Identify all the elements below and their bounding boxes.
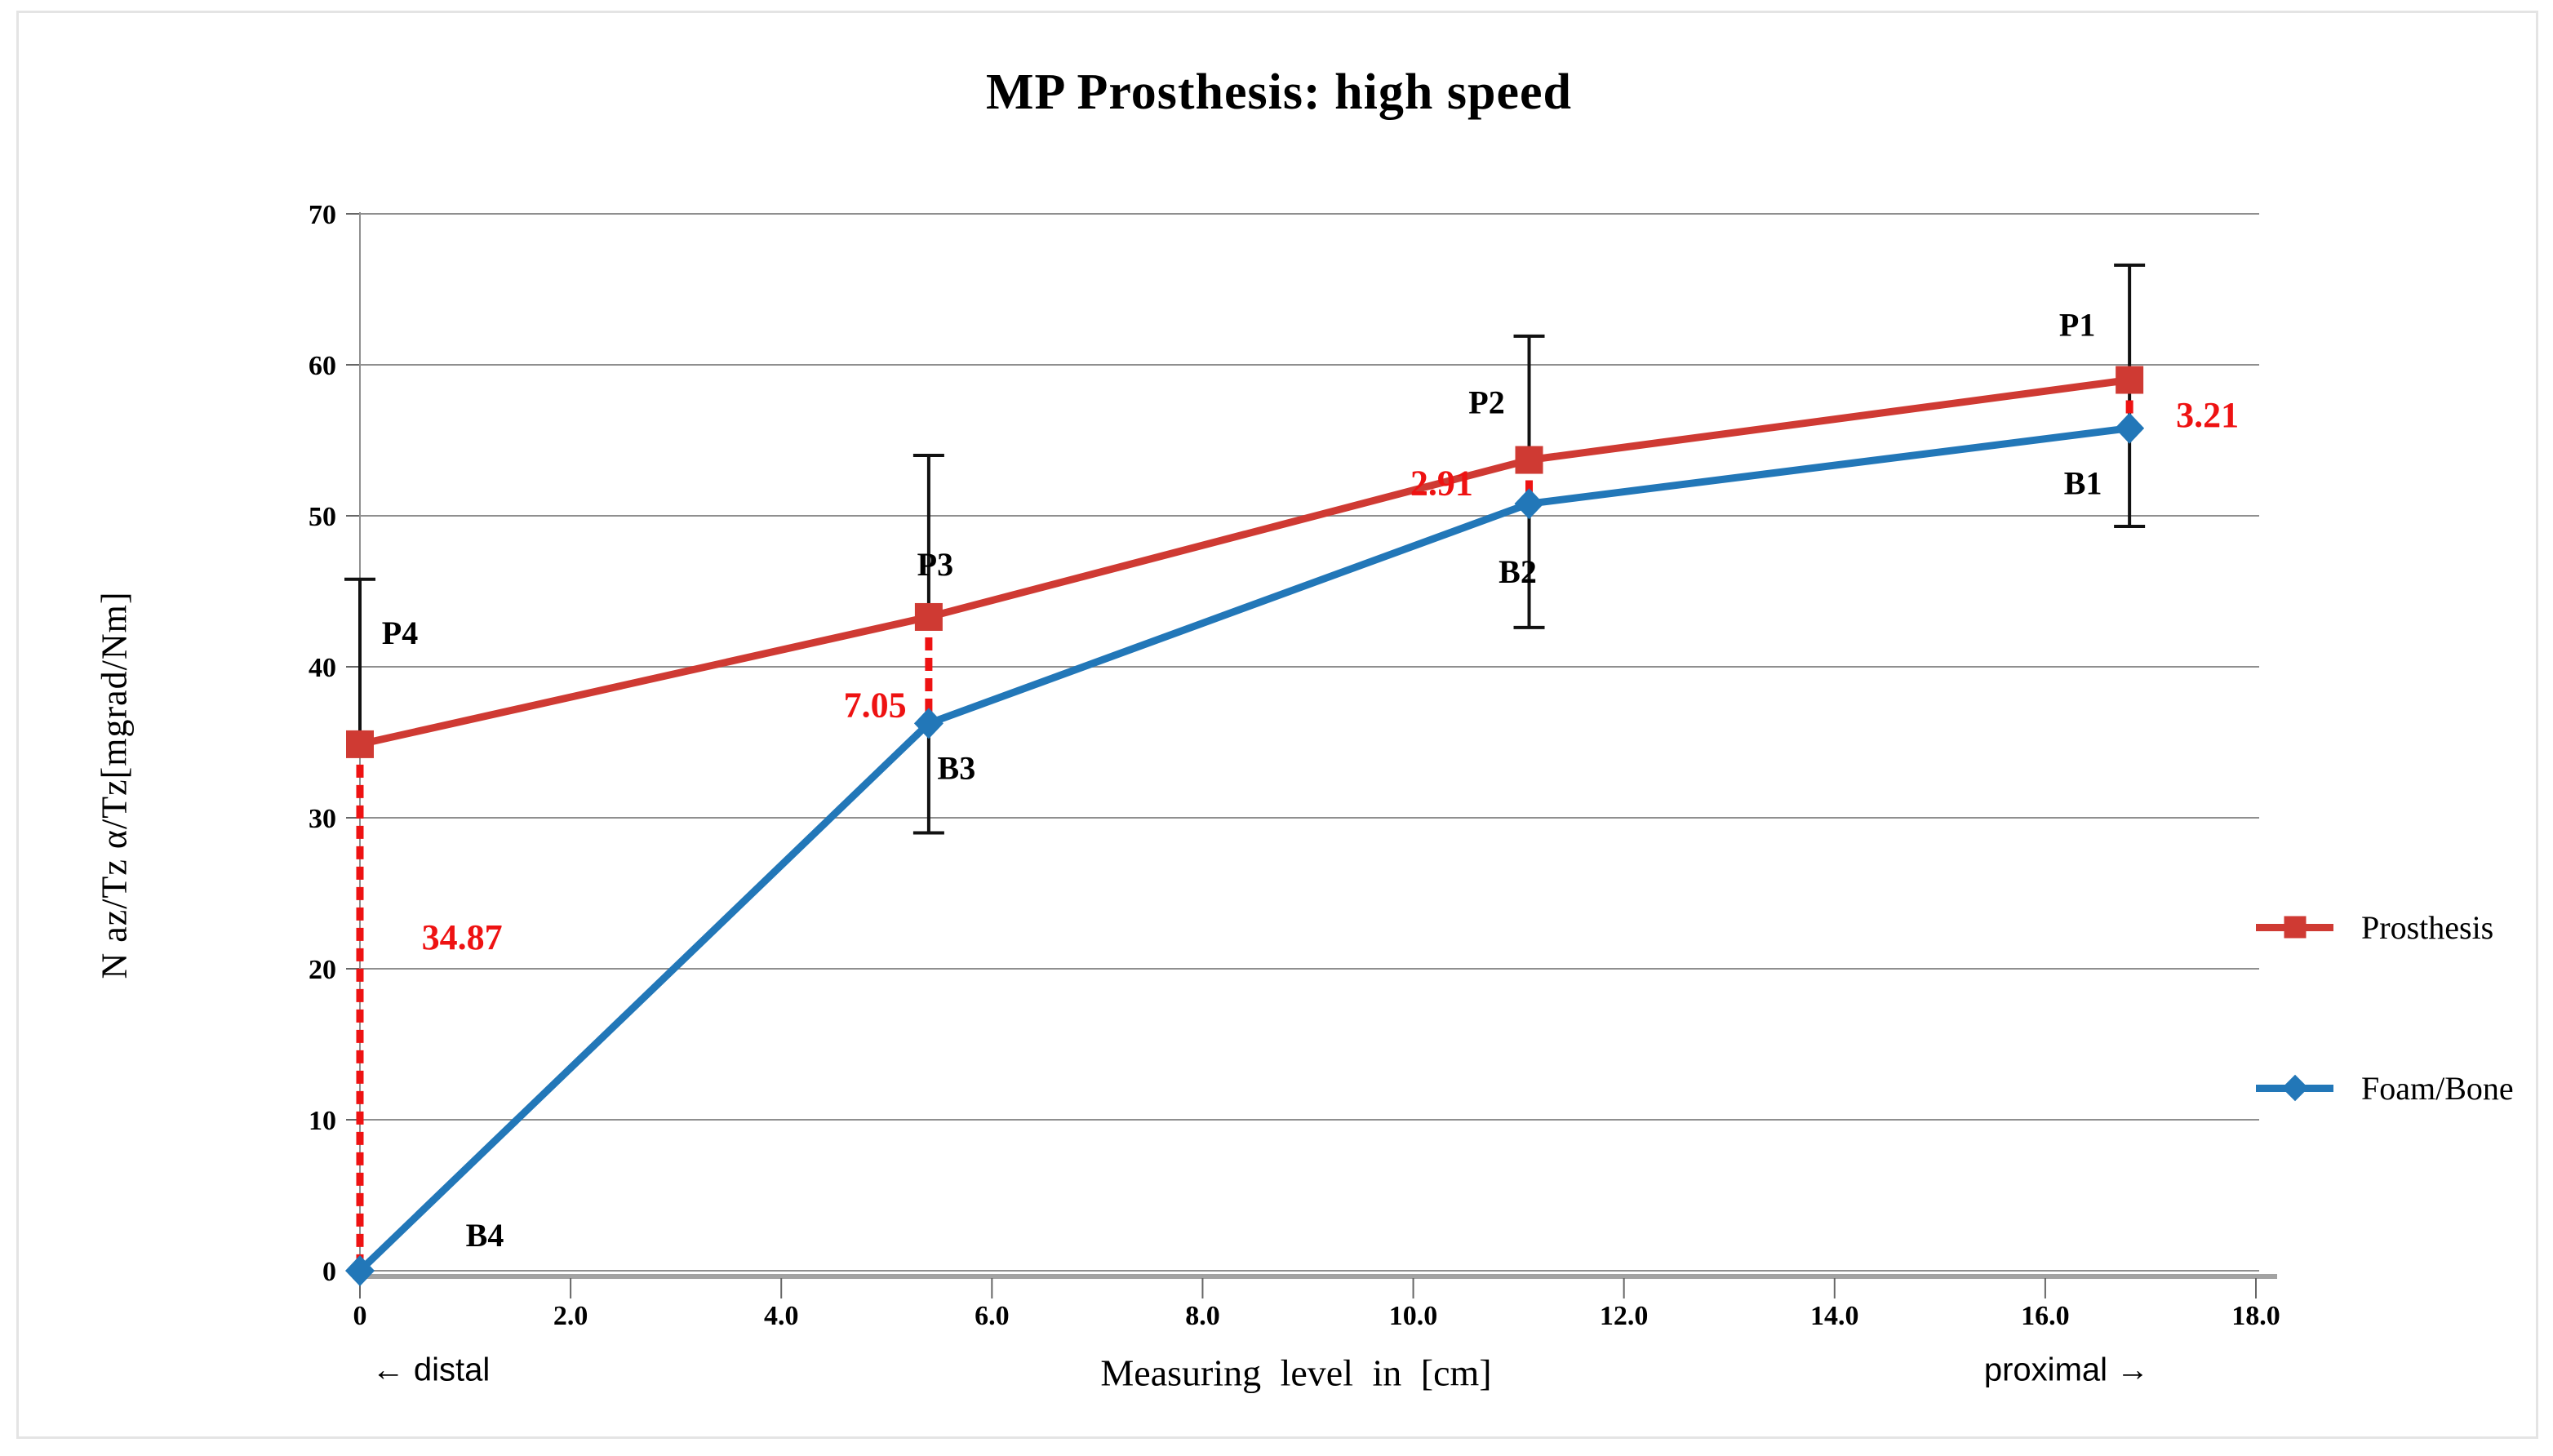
point-label-B2: B2 — [1498, 553, 1537, 590]
marker-B1 — [2115, 412, 2145, 444]
marker-P2 — [1515, 446, 1543, 474]
prosthesis-line-marker-icon — [2256, 916, 2333, 939]
series-line-prosthesis — [359, 376, 2130, 748]
legend-label-prosthesis: Prosthesis — [2361, 908, 2494, 946]
y-tick-label-40: 40 — [309, 653, 336, 683]
x-axis-title: Measuring level in [cm] — [1100, 1352, 1492, 1394]
difference-label-3.21: 3.21 — [2176, 395, 2239, 435]
legend-item-foam-bone: Foam/Bone — [2256, 1068, 2514, 1108]
x-tick-label-10.0: 10.0 — [1389, 1301, 1438, 1331]
proximal-direction-label: proximal → — [1983, 1352, 2150, 1388]
marker-P4 — [346, 730, 374, 758]
y-tick-label-30: 30 — [309, 804, 336, 834]
x-tick-label-4.0: 4.0 — [764, 1301, 799, 1331]
x-tick-label-12.0: 12.0 — [1600, 1301, 1649, 1331]
point-label-P4: P4 — [382, 615, 418, 651]
point-label-B1: B1 — [2064, 465, 2102, 502]
y-tick-label-10: 10 — [309, 1106, 336, 1136]
x-tick-label-6.0: 6.0 — [975, 1301, 1010, 1331]
y-tick-label-0: 0 — [322, 1257, 336, 1287]
point-label-B3: B3 — [938, 749, 976, 786]
distal-direction-label: ← distal — [371, 1352, 491, 1388]
y-tick-label-50: 50 — [309, 502, 336, 532]
x-tick-label-8.0: 8.0 — [1185, 1301, 1220, 1331]
chart-title: MP Prosthesis: high speed — [986, 64, 1572, 120]
x-tick-label-2.0: 2.0 — [553, 1301, 588, 1331]
x-tick-label-0: 0 — [353, 1301, 367, 1331]
legend-item-prosthesis: Prosthesis — [2256, 908, 2514, 947]
point-label-P2: P2 — [1468, 384, 1504, 421]
x-tick-label-16.0: 16.0 — [2021, 1301, 2070, 1331]
legend-label-foam-bone: Foam/Bone — [2361, 1069, 2514, 1107]
marker-P3 — [914, 602, 943, 631]
x-tick-label-18.0: 18.0 — [2231, 1301, 2280, 1331]
marker-P1 — [2116, 366, 2144, 394]
y-tick-label-60: 60 — [309, 351, 336, 381]
difference-label-34.87: 34.87 — [422, 917, 503, 957]
marker-B3 — [913, 708, 944, 739]
difference-label-2.91: 2.91 — [1410, 463, 1473, 503]
difference-label-7.05: 7.05 — [844, 685, 907, 725]
foam-bone-line-marker-icon — [2256, 1074, 2333, 1102]
point-label-P3: P3 — [917, 546, 953, 583]
y-tick-label-70: 70 — [309, 200, 336, 230]
legend: Prosthesis Foam/Bone — [2256, 908, 2514, 1108]
marker-B4 — [345, 1255, 375, 1286]
point-label-B4: B4 — [466, 1217, 504, 1254]
marker-B2 — [1514, 488, 1544, 520]
series-line-foam-bone — [357, 424, 2130, 1274]
point-label-P1: P1 — [2059, 307, 2095, 344]
y-tick-label-20: 20 — [309, 955, 336, 985]
x-tick-label-14.0: 14.0 — [1810, 1301, 1859, 1331]
